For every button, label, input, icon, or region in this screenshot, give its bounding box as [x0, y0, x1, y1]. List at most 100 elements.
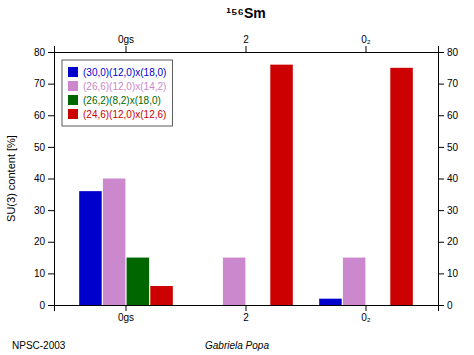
tick-label: 30	[447, 205, 459, 216]
tick: 70	[34, 78, 54, 89]
tick-label: 2	[243, 312, 249, 323]
tick: 10	[438, 268, 459, 279]
axis-line	[55, 306, 439, 312]
tick-mark	[48, 147, 54, 148]
y-axis-title: SU(3) content [%]	[5, 135, 17, 222]
tick-label: 0	[447, 300, 453, 311]
legend: (30,0)(12,0)x(18,0)(26,6)(12,0)x(14,2)(2…	[62, 60, 172, 126]
tick-label: 10	[447, 268, 459, 279]
tick-mark	[366, 46, 367, 52]
tick-label: 10	[34, 268, 46, 279]
annotation: Gabriela Popa	[205, 340, 269, 351]
tick: 0gs	[118, 34, 134, 52]
legend-swatch	[68, 67, 78, 77]
tick: 80	[34, 47, 54, 58]
tick: 50	[34, 142, 54, 153]
tick: 0₂	[361, 305, 371, 323]
bar	[390, 68, 413, 305]
tick-label: 60	[34, 110, 46, 121]
tick-label: 20	[34, 236, 46, 247]
tick: 2	[243, 305, 249, 323]
bar	[247, 305, 270, 306]
bar	[270, 65, 293, 305]
tick-mark	[48, 305, 54, 306]
tick-label: 50	[447, 142, 459, 153]
tick-label: 20	[447, 236, 459, 247]
chart: 0gs 2 0₂ 0gs 2 0₂ 0 10 20 30 40 50 60 70 80 0 10 20 30 40 50…	[0, 0, 474, 355]
tick: 0₂	[361, 34, 371, 52]
tick: 30	[438, 205, 459, 216]
tick: 20	[438, 236, 459, 247]
bar	[150, 286, 173, 305]
tick-label: 70	[34, 78, 46, 89]
tick: 60	[438, 110, 459, 121]
legend-item: (26,6)(12,0)x(14,2)	[68, 81, 166, 92]
tick-mark	[48, 179, 54, 180]
tick-label: 0₂	[361, 312, 371, 323]
tick-label: 2	[243, 34, 249, 45]
y-axis-right: 0 10 20 30 40 50 60 70 80	[438, 47, 459, 311]
tick-label: 50	[34, 142, 46, 153]
tick-mark	[438, 242, 444, 243]
tick-mark	[48, 52, 54, 53]
tick-mark	[246, 305, 247, 311]
axis-line	[48, 53, 55, 306]
legend-item: (24,6)(12,0)x(12,6)	[68, 109, 166, 120]
axis-line	[55, 46, 439, 53]
y-axis-left: 0 10 20 30 40 50 60 70 80	[34, 47, 55, 311]
tick-label: 0gs	[118, 312, 134, 323]
legend-swatch	[68, 109, 78, 119]
tick-mark	[48, 242, 54, 243]
bar	[343, 258, 366, 305]
tick-mark	[438, 210, 444, 211]
tick-mark	[48, 84, 54, 85]
chart-container: 0gs 2 0₂ 0gs 2 0₂ 0 10 20 30 40 50 60 70 80 0 10 20 30 40 50…	[0, 0, 474, 355]
legend-swatch	[68, 95, 78, 105]
tick-mark	[48, 210, 54, 211]
tick-label: 40	[34, 173, 46, 184]
tick-label: 80	[447, 47, 459, 58]
tick-label: 70	[447, 78, 459, 89]
tick-label: 80	[34, 47, 46, 58]
series	[103, 179, 366, 306]
legend-label: (24,6)(12,0)x(12,6)	[83, 109, 166, 120]
tick-mark	[438, 305, 444, 306]
tick-label: 40	[447, 173, 459, 184]
legend-swatch	[68, 81, 78, 91]
tick: 60	[34, 110, 54, 121]
tick: 0	[39, 300, 54, 311]
tick-mark	[48, 115, 54, 116]
tick-mark	[438, 115, 444, 116]
tick-label: 60	[447, 110, 459, 121]
x-axis-bottom: 0gs 2 0₂	[55, 305, 439, 323]
bar	[127, 258, 150, 305]
tick-mark	[438, 179, 444, 180]
series	[127, 258, 150, 305]
tick-mark	[126, 305, 127, 311]
bar	[319, 299, 342, 305]
plot: 0gs 2 0₂ 0gs 2 0₂ 0 10 20 30 40 50 60 70 80 0 10 20 30 40 50…	[34, 34, 459, 323]
tick: 50	[438, 142, 459, 153]
tick-label: 30	[34, 205, 46, 216]
bar	[367, 305, 390, 306]
axis-line	[439, 53, 445, 306]
tick: 20	[34, 236, 54, 247]
legend-label: (26,2)(8,2)x(18,0)	[83, 95, 161, 106]
tick-mark	[48, 273, 54, 274]
tick-label: 0₂	[361, 34, 371, 45]
x-axis-top: 0gs 2 0₂	[55, 34, 439, 53]
tick: 0gs	[118, 305, 134, 323]
tick: 30	[34, 205, 54, 216]
tick-mark	[126, 46, 127, 52]
tick-mark	[438, 273, 444, 274]
tick: 0	[438, 300, 453, 311]
series	[150, 65, 413, 305]
tick: 40	[34, 173, 54, 184]
bar	[223, 258, 246, 305]
tick-mark	[438, 147, 444, 148]
tick: 10	[34, 268, 54, 279]
tick-mark	[438, 84, 444, 85]
bar	[79, 191, 102, 305]
tick-mark	[366, 305, 367, 311]
tick: 80	[438, 47, 459, 58]
